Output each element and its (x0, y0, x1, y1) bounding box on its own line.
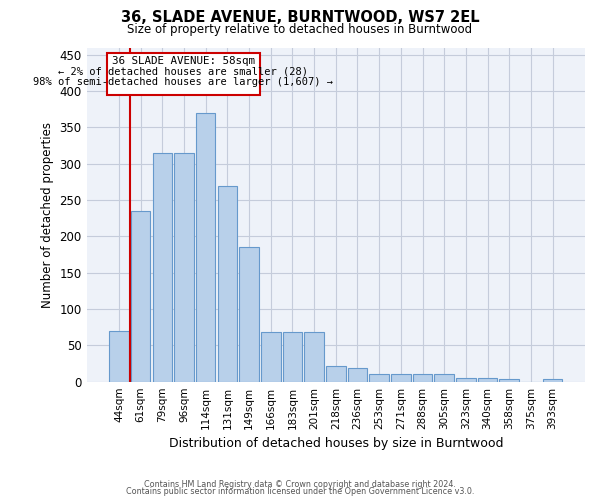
Bar (109, 331, 129, 382)
Y-axis label: Number of detached properties: Number of detached properties (41, 122, 54, 308)
Text: 36 SLADE AVENUE: 58sqm: 36 SLADE AVENUE: 58sqm (112, 56, 255, 66)
Bar (326, 366, 346, 382)
Bar (543, 379, 562, 382)
Bar (499, 379, 519, 382)
Text: Contains HM Land Registry data © Crown copyright and database right 2024.: Contains HM Land Registry data © Crown c… (144, 480, 456, 489)
Text: Size of property relative to detached houses in Burntwood: Size of property relative to detached ho… (127, 22, 473, 36)
X-axis label: Distribution of detached houses by size in Burntwood: Distribution of detached houses by size … (169, 437, 503, 450)
Bar (456, 378, 476, 382)
Bar (370, 374, 389, 382)
Bar (152, 153, 172, 382)
Bar (304, 332, 324, 382)
Bar (261, 332, 281, 382)
Bar (348, 368, 367, 382)
Text: Contains public sector information licensed under the Open Government Licence v3: Contains public sector information licen… (126, 488, 474, 496)
Bar (391, 374, 410, 382)
Bar (218, 186, 237, 382)
Text: 36, SLADE AVENUE, BURNTWOOD, WS7 2EL: 36, SLADE AVENUE, BURNTWOOD, WS7 2EL (121, 10, 479, 25)
Bar (239, 248, 259, 382)
Text: 98% of semi-detached houses are larger (1,607) →: 98% of semi-detached houses are larger (… (34, 76, 334, 86)
FancyBboxPatch shape (107, 52, 260, 94)
Bar (413, 374, 432, 382)
Bar (283, 332, 302, 382)
Bar (174, 153, 194, 382)
Bar (196, 113, 215, 382)
Text: ← 2% of detached houses are smaller (28): ← 2% of detached houses are smaller (28) (58, 66, 308, 76)
Bar (478, 378, 497, 382)
Bar (131, 211, 151, 382)
Bar (434, 374, 454, 382)
